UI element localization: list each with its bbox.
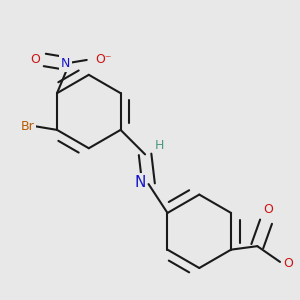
Text: Br: Br: [20, 120, 34, 133]
Text: O: O: [263, 203, 273, 216]
Text: O: O: [30, 53, 40, 67]
Text: N: N: [134, 175, 146, 190]
Text: N: N: [61, 57, 70, 70]
Text: O⁻: O⁻: [95, 53, 112, 67]
Text: H: H: [154, 139, 164, 152]
Text: O: O: [284, 257, 293, 270]
